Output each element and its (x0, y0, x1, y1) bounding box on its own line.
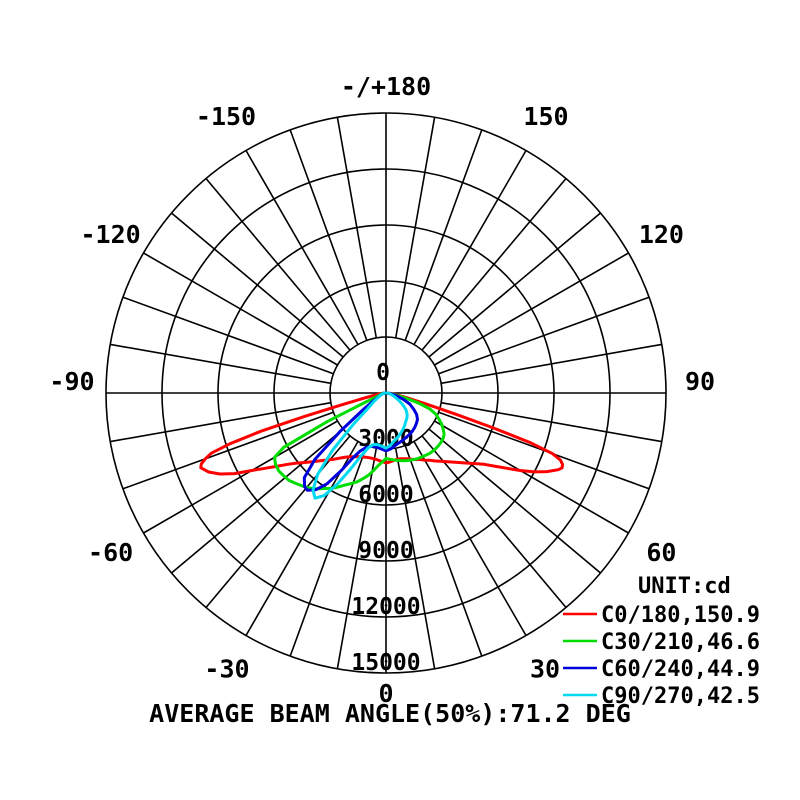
grid-spoke (205, 435, 351, 609)
grid-spoke (394, 117, 436, 339)
radial-tick-label-9000: 9000 (358, 538, 413, 564)
curve-C30-210 (273, 391, 446, 491)
grid-spoke (122, 296, 334, 375)
grid-spoke (438, 296, 650, 375)
legend-label-0: C0/180,150.9 (601, 603, 760, 628)
angle-label-120: 120 (639, 220, 684, 249)
angle-label--60: -60 (88, 538, 133, 567)
polar-grid (105, 112, 667, 674)
grid-spoke (404, 129, 483, 341)
legend-item-3: C90/270,42.5 (563, 684, 760, 709)
grid-spoke (440, 401, 662, 443)
distribution-curves (199, 391, 564, 500)
grid-spoke (413, 441, 527, 636)
curve-C0-180 (199, 391, 564, 476)
angle-label-30: 30 (530, 654, 560, 683)
curve-C90-270 (311, 391, 409, 500)
legend-title: UNIT:cd (638, 574, 731, 599)
legend-label-2: C60/240,44.9 (601, 657, 760, 682)
angle-label--120: -120 (80, 220, 140, 249)
grid-spoke (421, 435, 567, 609)
grid-spoke (421, 177, 567, 351)
legend-item-0: C0/180,150.9 (563, 603, 760, 628)
grid-spoke (440, 343, 662, 385)
angle-label--30: -30 (204, 654, 249, 683)
radial-tick-label-12000: 12000 (351, 594, 420, 620)
radial-tick-label-6000: 6000 (358, 482, 413, 508)
grid-spoke (428, 212, 602, 358)
grid-spoke (336, 447, 378, 669)
grid-spoke (143, 420, 338, 534)
grid-spoke (404, 445, 483, 657)
legend: UNIT:cd C0/180,150.9C30/210,46.6C60/240,4… (563, 574, 760, 709)
radial-tick-label-0: 0 (376, 360, 390, 386)
grid-spoke (110, 343, 332, 385)
grid-spoke (110, 401, 332, 443)
grid-spoke (170, 428, 344, 574)
grid-spoke (336, 117, 378, 339)
legend-item-1: C30/210,46.6 (563, 630, 760, 655)
angle-label--150: -150 (196, 102, 256, 131)
legend-item-2: C60/240,44.9 (563, 657, 760, 682)
angle-label-60: 60 (646, 538, 676, 567)
grid-spoke (428, 428, 602, 574)
angle-labels: -/+180 -150 150 -120 120 -90 90 -60 60 -30 30 0 (49, 72, 715, 708)
grid-spoke (205, 177, 351, 351)
grid-spoke (413, 150, 527, 345)
grid-spoke (434, 252, 629, 366)
angle-label--90: -90 (49, 367, 94, 396)
grid-spoke (170, 212, 344, 358)
grid-spokes (110, 117, 662, 669)
grid-spoke (245, 150, 359, 345)
legend-label-1: C30/210,46.6 (601, 630, 760, 655)
angle-label--180: -/+180 (341, 72, 431, 101)
grid-spoke (143, 252, 338, 366)
radial-tick-label-15000: 15000 (351, 650, 420, 676)
legend-label-3: C90/270,42.5 (601, 684, 760, 709)
grid-spoke (289, 129, 368, 341)
curve-C60-240 (302, 391, 419, 492)
average-beam-angle-caption: AVERAGE BEAM ANGLE(50%):71.2 DEG (149, 699, 631, 728)
angle-label-0: 0 (378, 679, 393, 708)
grid-spoke (434, 420, 629, 534)
angle-label-90: 90 (685, 367, 715, 396)
grid-spoke (394, 447, 436, 669)
angle-label-150: 150 (523, 102, 568, 131)
grid-spoke (122, 411, 334, 490)
grid-spoke (289, 445, 368, 657)
